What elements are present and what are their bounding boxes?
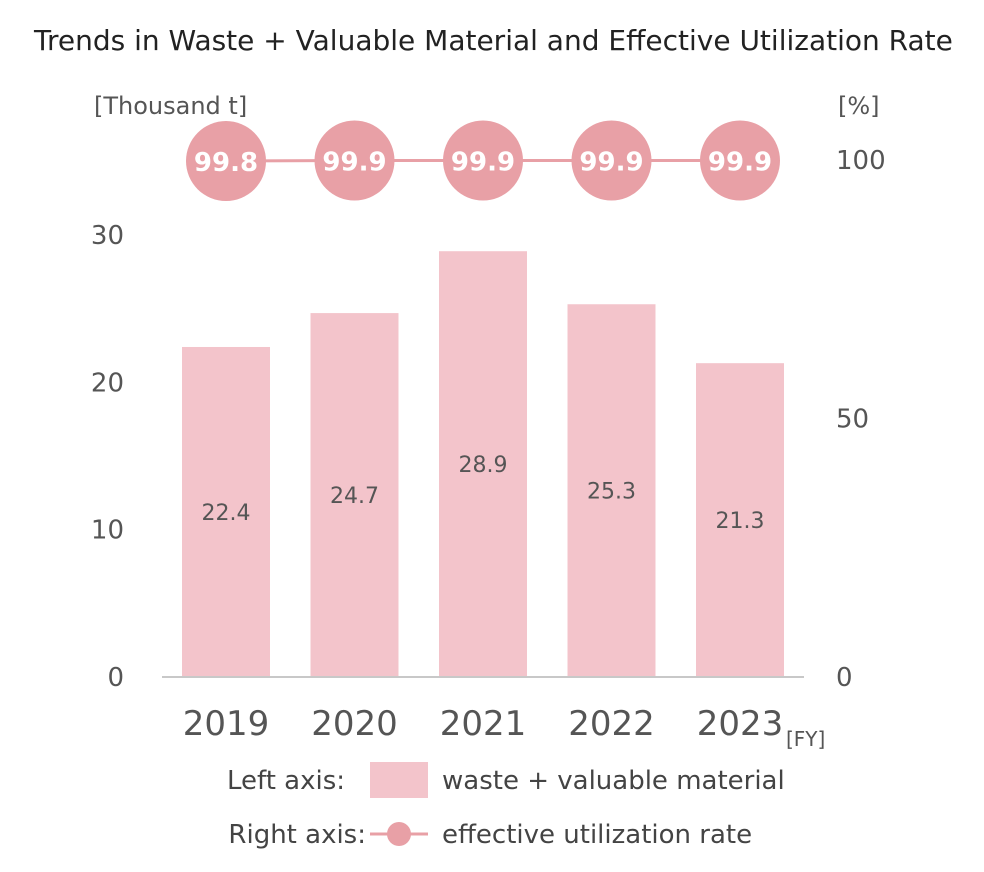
- bar-value-label: 25.3: [587, 480, 636, 505]
- category-label: 2020: [311, 704, 398, 744]
- bar-value-label: 28.9: [459, 453, 508, 478]
- right-axis-ticks: 0 50 100: [836, 146, 886, 693]
- bar: [182, 346, 270, 677]
- rate-value-label: 99.9: [579, 148, 643, 178]
- right-axis-unit: [%]: [838, 92, 880, 120]
- bar-series: 22.4 24.7 28.9 25.3 21.3: [182, 251, 784, 677]
- category-labels: 2019 2020 2021 2022 2023: [183, 704, 784, 744]
- left-axis-unit: [Thousand t]: [94, 92, 247, 120]
- legend-right-label: effective utilization rate: [442, 820, 752, 850]
- right-tick-label: 0: [836, 663, 853, 693]
- legend-left-prefix: Left axis:: [227, 766, 345, 796]
- category-label: 2021: [440, 704, 527, 744]
- legend: Left axis: waste + valuable material Rig…: [227, 762, 785, 850]
- bar: [439, 251, 527, 677]
- chart-title: Trends in Waste + Valuable Material and …: [33, 24, 953, 57]
- category-label: 2023: [697, 704, 784, 744]
- left-tick-label: 30: [91, 221, 124, 251]
- rate-marker: [443, 120, 523, 201]
- bar-value-label: 24.7: [330, 484, 379, 509]
- category-label: 2022: [568, 704, 655, 744]
- rate-marker: [700, 120, 780, 201]
- category-label: 2019: [183, 704, 270, 744]
- legend-bar-swatch: [370, 762, 428, 798]
- bar: [696, 363, 784, 677]
- bar: [567, 304, 656, 677]
- rate-value-label: 99.9: [708, 148, 772, 178]
- left-tick-label: 20: [91, 368, 124, 398]
- bar-value-label: 21.3: [716, 509, 765, 534]
- legend-right-prefix: Right axis:: [228, 820, 366, 850]
- rate-value-label: 99.8: [194, 148, 258, 178]
- bar: [310, 313, 399, 677]
- legend-left-label: waste + valuable material: [442, 766, 785, 796]
- bar-value-label: 22.4: [202, 501, 251, 526]
- legend-marker-swatch: [387, 822, 411, 846]
- rate-series: 99.8 99.9 99.9 99.9 99.9: [186, 120, 780, 202]
- rate-value-label: 99.9: [451, 148, 515, 178]
- rate-marker: [571, 120, 652, 201]
- right-tick-label: 100: [836, 146, 886, 176]
- left-tick-label: 0: [107, 663, 124, 693]
- rate-marker: [186, 121, 266, 202]
- left-axis-ticks: 0 10 20 30: [91, 221, 124, 693]
- rate-marker: [314, 120, 395, 201]
- rate-value-label: 99.9: [322, 148, 386, 178]
- right-tick-label: 50: [836, 405, 869, 435]
- x-axis-unit: [FY]: [786, 727, 825, 751]
- left-tick-label: 10: [91, 516, 124, 546]
